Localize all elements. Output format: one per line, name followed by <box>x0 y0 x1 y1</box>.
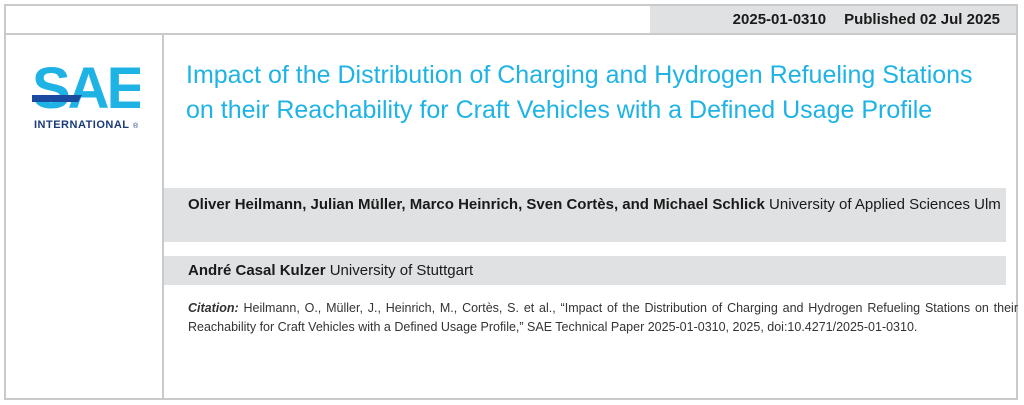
paper-title: Impact of the Distribution of Charging a… <box>186 61 973 124</box>
citation-label: Citation: <box>188 301 239 315</box>
paper-number: 2025-01-0310 <box>732 11 827 28</box>
author-names-1: Oliver Heilmann, Julian Müller, Marco He… <box>188 196 765 213</box>
logo-dark-stripe <box>32 95 82 102</box>
logo-subtitle: INTERNATIONAL <box>34 119 130 131</box>
author-group-2: André Casal Kulzer University of Stuttga… <box>164 256 1006 285</box>
author-names-2: André Casal Kulzer <box>188 262 326 279</box>
author-group-1: Oliver Heilmann, Julian Müller, Marco He… <box>164 188 1006 242</box>
logo-wordmark: SAE <box>32 58 140 121</box>
author-affiliation-1: University of Applied Sciences Ulm <box>769 196 1001 213</box>
sae-international-logo: SAE INTERNATIONAL ® <box>32 58 140 131</box>
sidebar-divider <box>162 33 164 400</box>
citation: Citation: Heilmann, O., Müller, J., Hein… <box>188 299 1018 337</box>
author-affiliation-2: University of Stuttgart <box>329 262 474 279</box>
header-bar: 2025-01-0310 Published 02 Jul 2025 <box>650 6 1016 33</box>
citation-text[interactable]: Heilmann, O., Müller, J., Heinrich, M., … <box>188 301 1018 334</box>
page-frame <box>4 4 1018 400</box>
published-date: Published 02 Jul 2025 <box>844 11 1000 28</box>
logo-registered-mark: ® <box>133 122 139 130</box>
header-divider <box>4 33 1018 35</box>
